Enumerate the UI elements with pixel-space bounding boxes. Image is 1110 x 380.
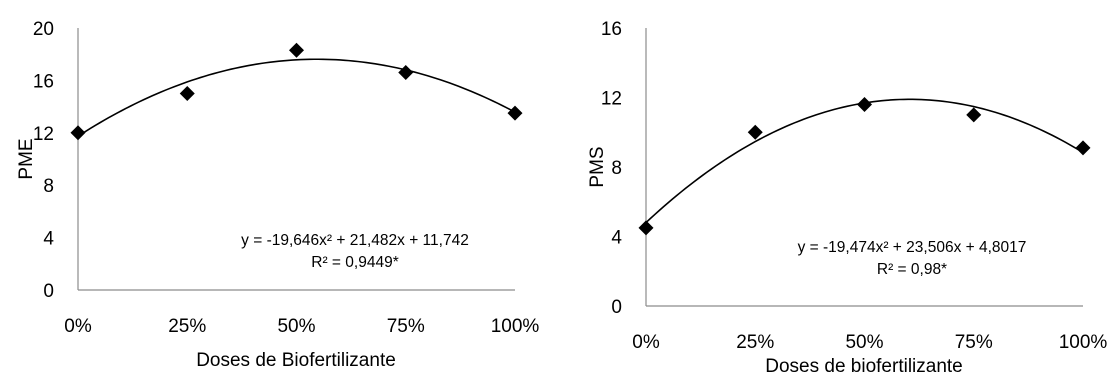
y-tick-label: 4 [43, 229, 54, 250]
data-point-marker [70, 125, 86, 141]
x-tick-label: 50% [277, 316, 315, 337]
x-tick-label: 25% [168, 316, 206, 337]
x-tick-label: 25% [736, 332, 774, 353]
y-tick-labels: 0 4 8 12 16 20 [33, 19, 55, 302]
x-tick-label: 100% [491, 316, 540, 337]
y-axis-title: PME [16, 138, 37, 179]
y-tick-label: 16 [33, 71, 54, 92]
x-tick-labels: 0% 25% 50% 75% 100% [632, 332, 1107, 353]
y-tick-label: 0 [611, 297, 622, 318]
trendline [77, 58, 516, 137]
y-tick-labels: 0 4 8 12 16 [601, 19, 623, 318]
r2-label: R² = 0,98* [877, 261, 947, 278]
equation-label: y = -19,474x² + 23,506x + 4,8017 [798, 239, 1027, 256]
data-point-marker [747, 124, 763, 140]
data-point-marker [1075, 140, 1091, 156]
x-tick-label: 0% [64, 316, 92, 337]
x-axis-title: Doses de biofertilizante [765, 356, 963, 377]
data-point-marker [966, 107, 982, 123]
data-point-marker [398, 65, 414, 81]
y-tick-label: 4 [611, 228, 622, 249]
trendline [645, 98, 1084, 224]
x-tick-labels: 0% 25% 50% 75% 100% [64, 316, 539, 337]
data-point-marker [507, 105, 523, 121]
y-tick-label: 20 [33, 19, 54, 40]
equation-label: y = -19,646x² + 21,482x + 11,742 [241, 232, 469, 249]
data-points [638, 96, 1091, 236]
chart-pme: 0 4 8 12 16 20 0% 25% 50% 75% 100% PME Doses de B… [16, 19, 539, 371]
data-point-marker [638, 220, 654, 236]
y-tick-label: 12 [33, 124, 54, 145]
data-point-marker [289, 42, 304, 58]
x-tick-label: 50% [845, 332, 883, 353]
data-point-marker [179, 86, 195, 101]
y-tick-label: 0 [43, 281, 54, 302]
y-tick-label: 16 [601, 19, 622, 40]
r2-label: R² = 0,9449* [311, 254, 398, 271]
y-axis-title: PMS [587, 146, 608, 187]
data-point-marker [857, 96, 872, 112]
x-tick-label: 75% [955, 332, 993, 353]
y-tick-label: 8 [43, 176, 54, 197]
x-tick-label: 0% [632, 332, 660, 353]
x-axis-title: Doses de Biofertilizante [196, 350, 396, 371]
data-points [70, 42, 523, 141]
x-tick-label: 100% [1059, 332, 1108, 353]
chart-pms: 0 4 8 12 16 0% 25% 50% 75% 100% PMS Doses de bio… [587, 19, 1107, 377]
x-tick-label: 75% [387, 316, 425, 337]
y-tick-label: 12 [601, 89, 622, 110]
y-tick-label: 8 [611, 158, 622, 179]
